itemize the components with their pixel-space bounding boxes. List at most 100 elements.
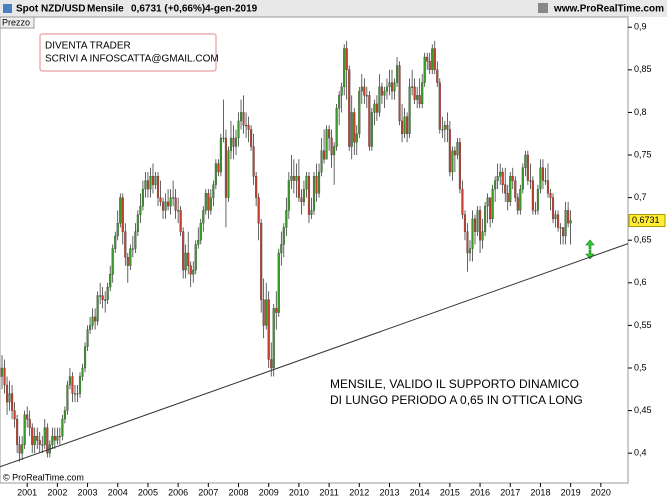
candle-body xyxy=(569,220,572,224)
y-tick-label: 0,85 xyxy=(634,64,652,74)
candle-body xyxy=(360,86,363,92)
candle-body xyxy=(275,308,278,313)
candle-body xyxy=(73,393,77,395)
candle-body xyxy=(187,252,190,266)
annotation-text: DIVENTA TRADER xyxy=(45,41,131,52)
candle-body xyxy=(353,112,356,143)
site: www.ProRealTime.com xyxy=(553,4,664,15)
candle-body xyxy=(101,295,104,300)
candle-body xyxy=(245,125,248,127)
candle-body xyxy=(358,90,361,134)
candle-body xyxy=(267,299,270,360)
candle-body xyxy=(466,231,469,254)
candle-body xyxy=(5,384,9,403)
candle-body xyxy=(473,218,477,232)
candle-body xyxy=(285,210,288,228)
candle-body xyxy=(365,95,368,97)
candle-body xyxy=(8,393,11,403)
candle-body xyxy=(11,393,14,411)
candle-body xyxy=(453,150,456,156)
candle-body xyxy=(463,214,467,232)
x-tick-label: 2015 xyxy=(440,487,460,497)
candle-body xyxy=(111,248,114,275)
candle-body xyxy=(51,435,54,445)
candle-body xyxy=(18,444,21,454)
candle-body xyxy=(156,176,160,198)
candle-body xyxy=(3,367,6,386)
candle-body xyxy=(496,176,499,181)
candle-body xyxy=(172,197,175,199)
candle-body xyxy=(534,210,537,212)
signal-arrow xyxy=(585,239,595,260)
candle-body xyxy=(531,180,534,211)
candle-body xyxy=(89,325,92,330)
candle-body xyxy=(348,69,351,147)
x-tick-label: 2020 xyxy=(591,487,611,497)
candle-body xyxy=(144,180,147,190)
candle-body xyxy=(438,82,441,130)
candle-body xyxy=(406,116,409,134)
y-tick-label: 0,55 xyxy=(634,320,652,330)
candle-body xyxy=(509,176,512,203)
y-tick-label: 0,6 xyxy=(634,277,647,287)
candle-body xyxy=(36,435,39,441)
candle-body xyxy=(398,65,401,122)
candle-body xyxy=(177,210,180,212)
candle-body xyxy=(350,112,353,147)
y-tick-label: 0,8 xyxy=(634,107,647,117)
candle-body xyxy=(265,299,268,326)
candle-body xyxy=(139,205,142,215)
candle-body xyxy=(154,176,157,185)
candle-body xyxy=(209,197,212,211)
candle-body xyxy=(277,252,280,313)
candle-body xyxy=(33,435,36,445)
candle-body xyxy=(81,367,84,377)
candle-body xyxy=(174,197,177,211)
x-tick-label: 2007 xyxy=(198,487,218,497)
candle-body xyxy=(380,86,383,96)
x-tick-label: 2006 xyxy=(168,487,188,497)
candle-body xyxy=(539,167,542,190)
y-tick-label: 0,75 xyxy=(634,149,652,159)
copyright: © ProRealTime.com xyxy=(3,472,84,482)
candle-body xyxy=(546,180,550,194)
candle-body xyxy=(192,269,195,275)
candle-body xyxy=(38,440,41,445)
candle-body xyxy=(557,214,560,228)
candle-body xyxy=(149,176,152,190)
candle-body xyxy=(202,210,205,224)
candle-body xyxy=(28,418,31,428)
header-button[interactable] xyxy=(538,3,548,13)
candle-body xyxy=(541,167,545,181)
candle-body xyxy=(43,427,46,445)
candle-body xyxy=(481,231,484,241)
candle-body xyxy=(189,265,192,275)
candle-body xyxy=(295,176,298,181)
candle-body xyxy=(159,197,162,203)
candle-body xyxy=(390,82,394,92)
candle-body xyxy=(199,223,202,241)
x-tick-label: 2017 xyxy=(500,487,520,497)
candle-body xyxy=(375,103,378,113)
candle-body xyxy=(345,48,348,70)
candle-body xyxy=(229,137,233,151)
candle-body xyxy=(456,142,459,156)
candle-body xyxy=(355,133,358,143)
candle-body xyxy=(169,197,172,207)
candle-body xyxy=(451,150,454,173)
x-tick-label: 2001 xyxy=(17,487,37,497)
candle-body xyxy=(227,150,230,198)
candle-body xyxy=(134,231,137,249)
candle-body xyxy=(526,154,529,181)
candle-body xyxy=(426,56,429,62)
candle-body xyxy=(307,176,311,215)
candle-body xyxy=(468,248,472,254)
candle-body xyxy=(161,201,165,211)
candle-body xyxy=(343,48,346,88)
candle-body xyxy=(13,410,16,420)
candle-body xyxy=(317,171,321,194)
candle-body xyxy=(164,201,167,211)
candle-body xyxy=(179,210,182,232)
candle-body xyxy=(232,137,235,147)
candle-body xyxy=(340,86,343,96)
